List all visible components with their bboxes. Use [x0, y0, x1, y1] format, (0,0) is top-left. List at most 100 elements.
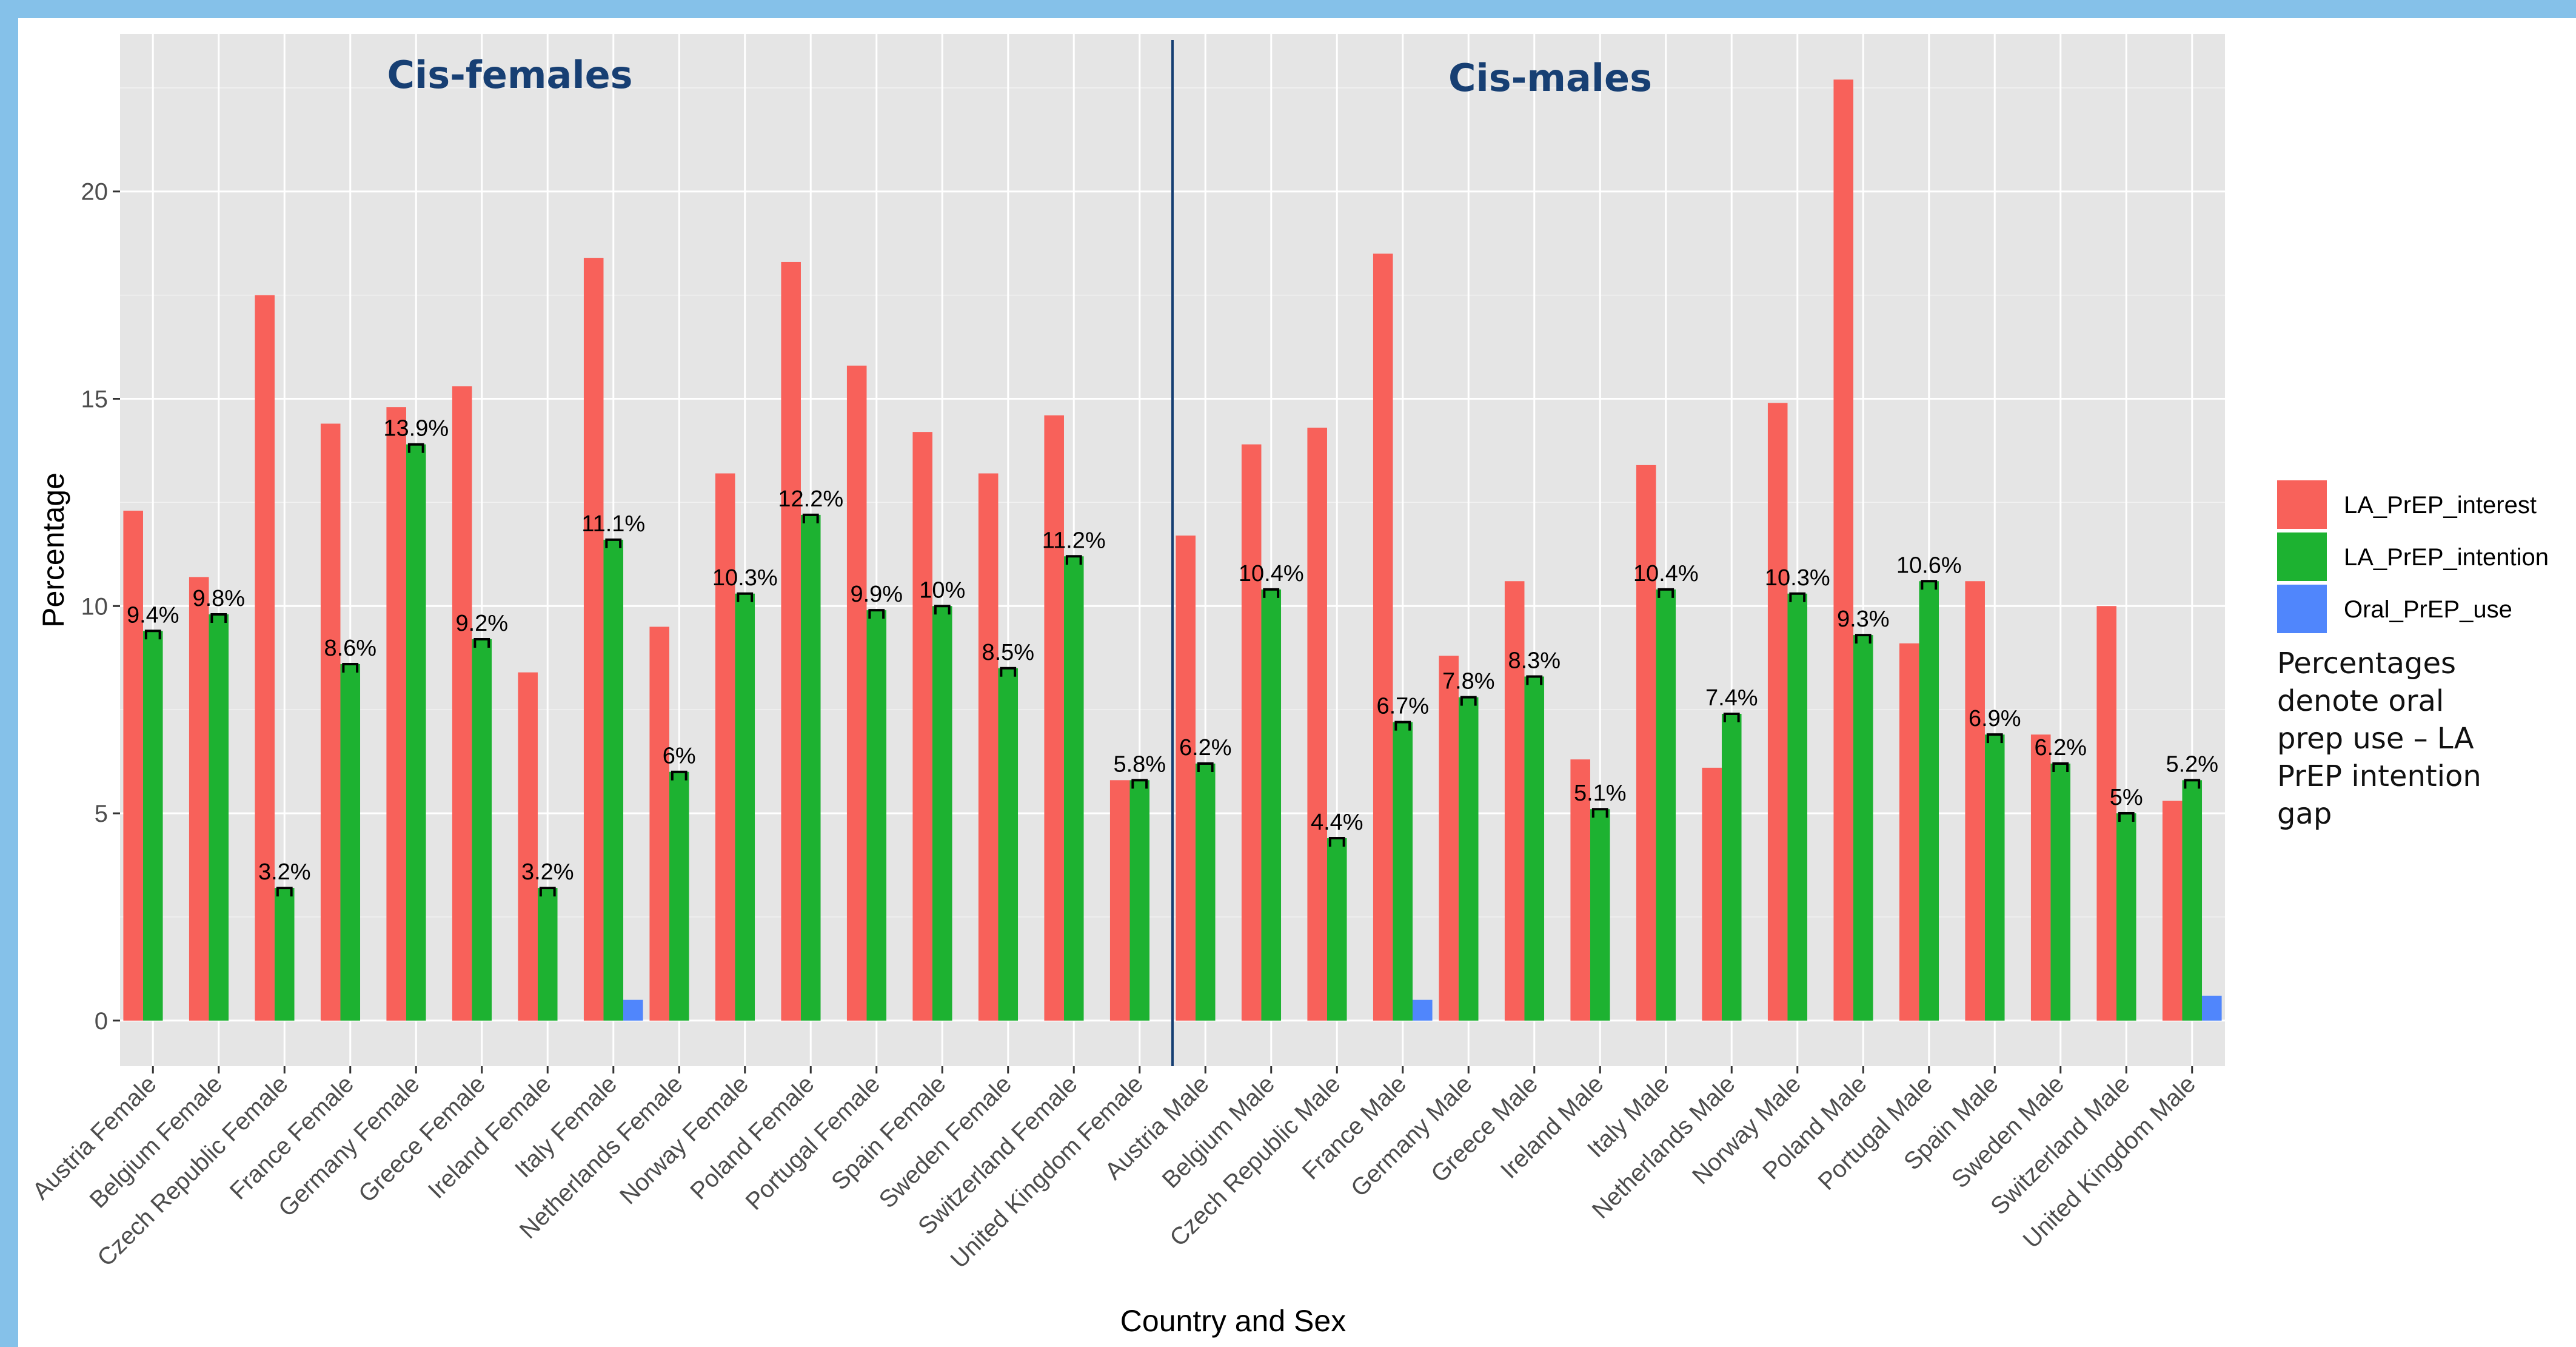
- bar-la-prep-interest: [781, 261, 801, 1021]
- legend-label: Oral_PrEP_use: [2344, 596, 2512, 623]
- gap-label: 9.8%: [192, 586, 245, 611]
- gap-bracket: [605, 538, 622, 548]
- x-axis-title: Country and Sex: [1120, 1304, 1346, 1338]
- gap-label: 8.6%: [324, 636, 376, 661]
- bar-la-prep-intention: [1261, 589, 1282, 1021]
- gap-label: 3.2%: [258, 859, 311, 885]
- gap-label: 10.4%: [1239, 561, 1304, 586]
- bar-la-prep-interest: [846, 365, 867, 1021]
- bar-la-prep-interest: [1373, 254, 1393, 1021]
- gap-label: 10.3%: [1765, 565, 1830, 591]
- gap-label: 12.2%: [778, 486, 843, 512]
- gap-bracket: [407, 443, 424, 453]
- gap-bracket: [342, 662, 359, 673]
- gap-label: 5.2%: [2166, 751, 2218, 777]
- y-tick-label: 20: [81, 179, 109, 206]
- legend-swatch: [2277, 480, 2327, 529]
- bar-la-prep-intention: [1590, 809, 1610, 1021]
- bar-la-prep-intention: [800, 514, 821, 1021]
- x-tick-label: Germany Male: [1346, 1070, 1477, 1202]
- gap-label: 9.4%: [127, 602, 179, 628]
- bar-la-prep-interest: [1767, 403, 1788, 1021]
- gap-label: 7.8%: [1442, 669, 1495, 694]
- gap-bracket: [934, 605, 951, 615]
- bar-la-prep-interest: [1044, 415, 1064, 1021]
- gap-label: 3.2%: [521, 859, 574, 885]
- gap-label: 13.9%: [383, 416, 449, 442]
- bar-la-prep-interest: [1833, 79, 1853, 1021]
- gap-label: 8.5%: [982, 640, 1034, 665]
- gap-bracket: [1000, 667, 1017, 677]
- bar-la-prep-interest: [2162, 801, 2183, 1021]
- bar-la-prep-interest: [452, 386, 472, 1021]
- bar-la-prep-interest: [1176, 536, 1196, 1021]
- gap-label: 10.4%: [1633, 561, 1699, 586]
- bar-la-prep-interest: [1307, 428, 1327, 1021]
- bar-la-prep-interest: [583, 258, 604, 1021]
- gap-label: 10.6%: [1896, 553, 1962, 578]
- x-tick-label: Sweden Male: [1947, 1070, 2069, 1193]
- gap-label: 11.1%: [581, 511, 645, 537]
- bar-la-prep-intention: [866, 610, 887, 1021]
- gap-label: 9.9%: [850, 582, 903, 607]
- gap-bracket: [802, 513, 819, 523]
- gap-bracket: [671, 770, 687, 781]
- bar-la-prep-interest: [1241, 444, 1262, 1021]
- bar-la-prep-interest: [1702, 767, 1722, 1021]
- bar-la-prep-intention: [932, 606, 952, 1021]
- bar-la-prep-intention: [1853, 635, 1873, 1021]
- gap-label: 10%: [919, 577, 965, 603]
- gap-label: 6.9%: [1969, 706, 2021, 731]
- gap-bracket: [210, 613, 227, 623]
- gap-bracket: [737, 592, 754, 602]
- bar-la-prep-interest: [649, 626, 669, 1021]
- bar-la-prep-interest: [1504, 581, 1525, 1021]
- bar-oral-prep-use: [623, 999, 643, 1021]
- bar-oral-prep-use: [1413, 999, 1433, 1021]
- bar-la-prep-intention: [1984, 734, 2005, 1021]
- gap-bracket: [1591, 808, 1608, 818]
- gap-label: 5.1%: [1574, 781, 1627, 806]
- bar-la-prep-interest: [189, 577, 209, 1021]
- bar-la-prep-intention: [537, 888, 558, 1021]
- bar-la-prep-intention: [2116, 813, 2136, 1021]
- annotation-line: prep use – LA: [2277, 722, 2474, 756]
- legend-swatch: [2277, 532, 2327, 581]
- gap-bracket: [1197, 762, 1214, 773]
- bar-la-prep-intention: [2182, 780, 2203, 1021]
- legend-label: LA_PrEP_intention: [2344, 544, 2549, 571]
- annotation-note: Percentages denote oral prep use – LA PrEP …: [2277, 647, 2481, 831]
- x-tick-label: Portugal Male: [1813, 1070, 1938, 1195]
- bar-la-prep-interest: [1965, 581, 1985, 1021]
- gap-bracket: [1855, 634, 1872, 644]
- gap-bracket: [1131, 779, 1148, 789]
- bar-la-prep-interest: [2096, 606, 2116, 1021]
- bar-la-prep-interest: [1570, 759, 1590, 1021]
- x-tick-label: Spain Female: [826, 1070, 951, 1195]
- bar-la-prep-interest: [1899, 643, 1919, 1021]
- gap-bracket: [1723, 713, 1740, 722]
- bar-la-prep-intention: [669, 771, 689, 1021]
- gap-label: 8.3%: [1508, 648, 1561, 673]
- bar-la-prep-interest: [978, 473, 999, 1021]
- bar-la-prep-interest: [255, 295, 275, 1021]
- gap-bracket: [1460, 696, 1477, 706]
- gap-label: 4.4%: [1311, 810, 1363, 835]
- bar-la-prep-intention: [1787, 593, 1808, 1021]
- gap-bracket: [2052, 762, 2069, 773]
- annotation-line: PrEP intention: [2277, 759, 2481, 793]
- gap-bracket: [1526, 675, 1543, 685]
- y-tick-label: 15: [81, 386, 109, 413]
- bar-la-prep-intention: [340, 663, 361, 1021]
- y-axis-title: Percentage: [36, 472, 70, 628]
- bar-la-prep-interest: [123, 511, 143, 1021]
- gap-bracket: [2184, 779, 2201, 789]
- gap-label: 6.2%: [1179, 735, 1232, 761]
- gap-label: 6.7%: [1376, 694, 1429, 719]
- bar-la-prep-intention: [1656, 589, 1676, 1021]
- annotation-line: Percentages: [2277, 647, 2456, 680]
- gap-bracket: [1658, 588, 1674, 598]
- x-tick-label: Belgium Male: [1157, 1070, 1280, 1193]
- gap-bracket: [1394, 721, 1411, 731]
- bar-la-prep-intention: [603, 539, 624, 1021]
